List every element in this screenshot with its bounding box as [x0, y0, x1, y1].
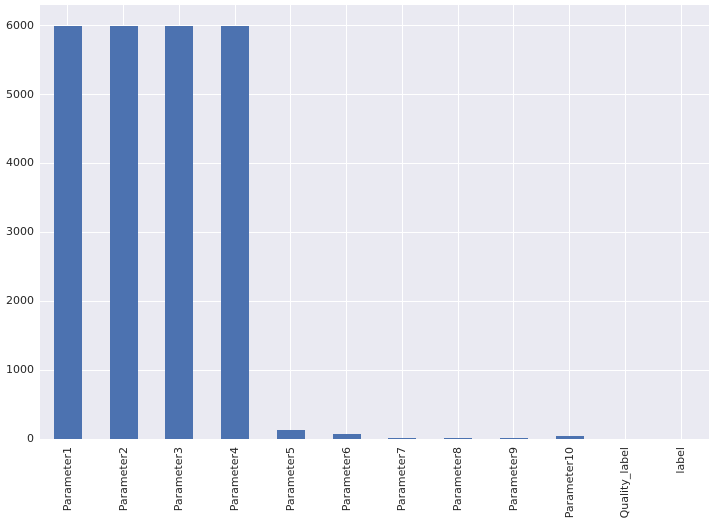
- y-tick-label: 6000: [6, 18, 34, 32]
- vertical-gridline: [457, 5, 459, 439]
- vertical-gridline: [401, 5, 403, 439]
- bar-parameter8: [444, 438, 473, 439]
- vertical-gridline: [513, 5, 515, 439]
- x-tick-label: Parameter6: [339, 447, 353, 512]
- vertical-gridline: [624, 5, 626, 439]
- bar-parameter5: [276, 430, 305, 439]
- x-tick-label: Parameter2: [116, 447, 130, 512]
- y-tick-label: 3000: [6, 225, 34, 239]
- horizontal-gridline: [40, 369, 709, 371]
- bar-parameter4: [221, 25, 250, 439]
- horizontal-gridline: [40, 231, 709, 233]
- horizontal-gridline: [40, 438, 709, 439]
- vertical-gridline: [569, 5, 571, 439]
- bar-parameter3: [165, 25, 194, 439]
- bar-parameter6: [332, 433, 361, 439]
- horizontal-gridline: [40, 300, 709, 302]
- horizontal-gridline: [40, 94, 709, 96]
- bar-parameter1: [53, 25, 82, 439]
- horizontal-gridline: [40, 162, 709, 164]
- bar-parameter9: [499, 438, 528, 439]
- bar-parameter2: [109, 25, 138, 439]
- y-tick-label: 1000: [6, 363, 34, 377]
- x-tick-label: Parameter4: [228, 447, 242, 512]
- y-tick-label: 5000: [6, 87, 34, 101]
- y-tick-label: 2000: [6, 294, 34, 308]
- x-tick-label: Parameter1: [60, 447, 74, 512]
- x-tick-label: Parameter7: [395, 447, 409, 512]
- y-tick-label: 0: [27, 432, 34, 445]
- x-tick-label: Parameter5: [283, 447, 297, 512]
- vertical-gridline: [680, 5, 682, 439]
- vertical-gridline: [290, 5, 292, 439]
- horizontal-gridline: [40, 25, 709, 27]
- x-tick-label: Parameter9: [506, 447, 520, 512]
- bar-parameter10: [555, 436, 584, 439]
- plot-area: [40, 5, 709, 439]
- y-tick-label: 4000: [6, 156, 34, 170]
- x-tick-label: Parameter3: [172, 447, 186, 512]
- x-tick-label: label: [674, 447, 688, 474]
- x-tick-label: Parameter10: [562, 447, 576, 519]
- x-tick-label: Parameter8: [451, 447, 465, 512]
- bar-parameter7: [388, 438, 417, 439]
- x-tick-label: Quality_label: [618, 447, 632, 519]
- vertical-gridline: [346, 5, 348, 439]
